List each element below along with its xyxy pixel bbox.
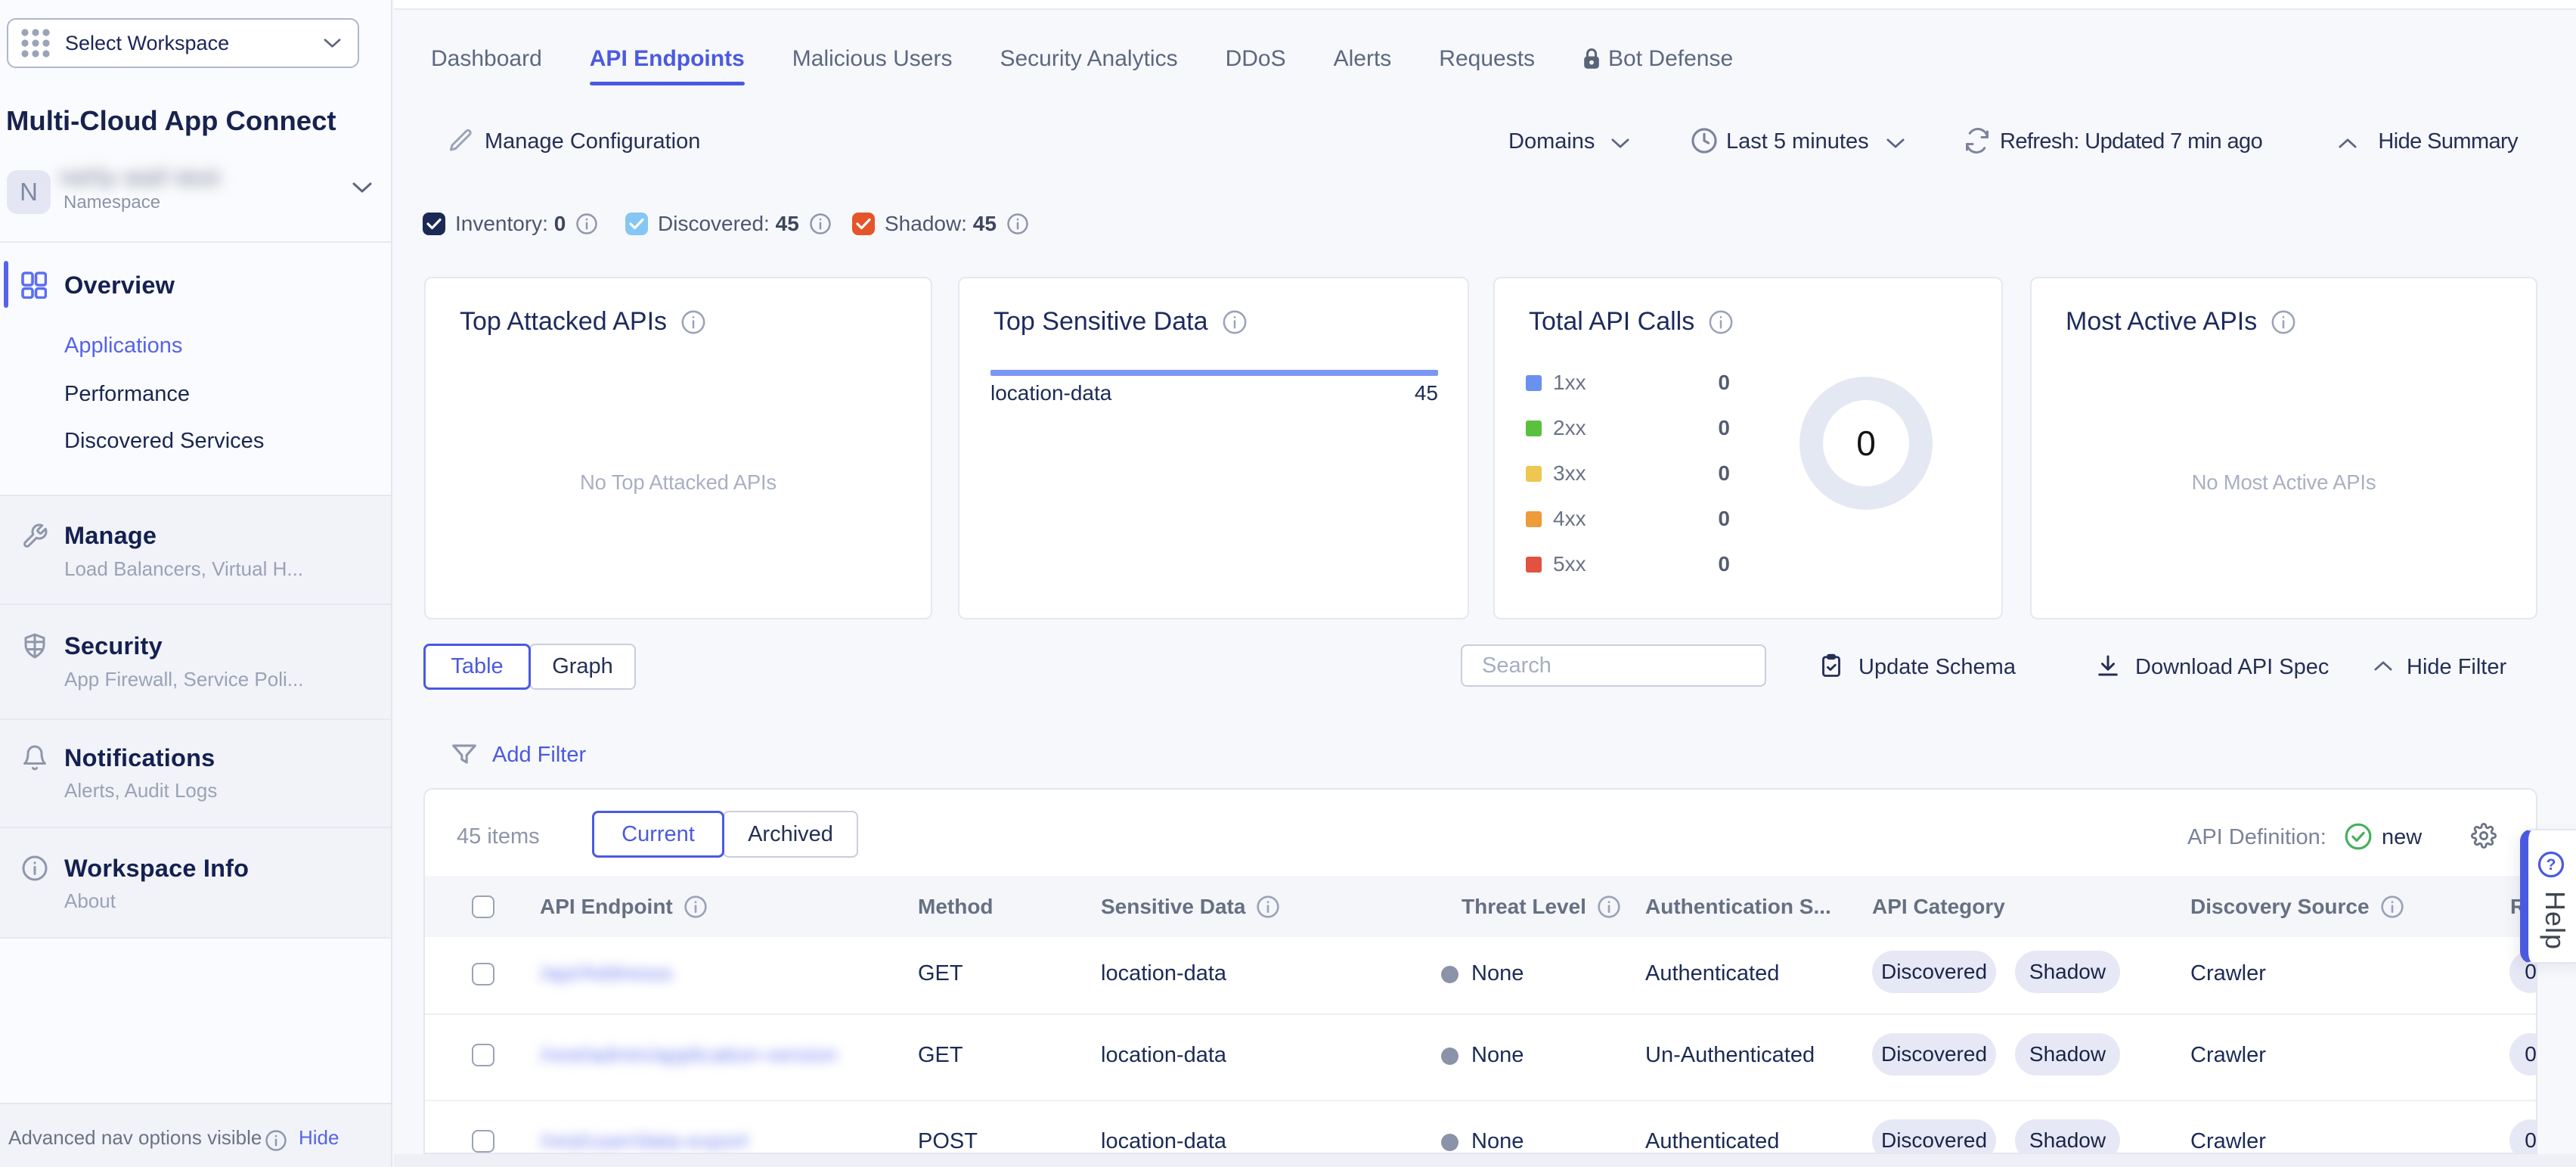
svg-text:?: ? <box>2547 856 2556 874</box>
